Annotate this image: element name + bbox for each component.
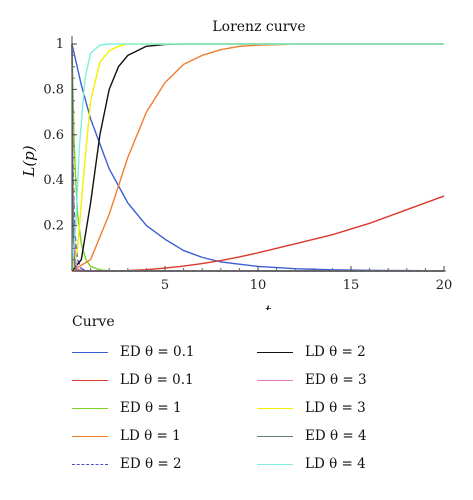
y-tick-label: 1: [56, 37, 64, 52]
x-tick-label: 5: [161, 278, 169, 293]
series-line-2: [72, 195, 445, 272]
legend-item: ED θ = 2: [72, 453, 182, 475]
legend-item: LD θ = 1: [72, 425, 181, 447]
legend-swatch: [72, 463, 108, 465]
legend-swatch: [72, 435, 108, 437]
series-line-10: [71, 43, 444, 272]
legend-item: LD θ = 4: [257, 453, 366, 475]
legend-label: LD θ = 1: [120, 428, 181, 444]
x-tick-label: 15: [343, 278, 360, 293]
series-layer: [71, 43, 445, 272]
legend-swatch: [257, 351, 293, 353]
x-tick-label: 10: [250, 278, 267, 293]
series-line-1: [71, 43, 445, 272]
y-tick-label: 0.6: [43, 128, 64, 143]
legend-item: ED θ = 3: [257, 369, 367, 391]
chart-title: Lorenz curve: [212, 19, 305, 35]
legend-swatch: [72, 407, 108, 409]
legend-item: LD θ = 2: [257, 341, 366, 363]
legend-label: LD θ = 3: [305, 400, 366, 416]
legend-item: ED θ = 0.1: [72, 341, 194, 363]
legend-label: LD θ = 4: [305, 456, 366, 472]
legend-title: Curve: [72, 314, 115, 330]
legend-item: LD θ = 0.1: [72, 369, 194, 391]
y-tick-label: 0.4: [43, 173, 64, 188]
x-axis-label: t: [265, 302, 272, 310]
legend-item: LD θ = 3: [257, 397, 366, 419]
legend-item: ED θ = 1: [72, 397, 182, 419]
legend-swatch: [72, 379, 108, 381]
chart-plot: Lorenz curve L(p) t 5 10 15 20 0.2 0.4 0.6 0.8 1: [20, 19, 452, 310]
legend-label: ED θ = 2: [120, 456, 182, 472]
legend-label: LD θ = 0.1: [120, 372, 194, 388]
tick-layer: 5 10 15 20 0.2 0.4 0.6 0.8 1: [43, 37, 452, 293]
series-line-4: [71, 43, 444, 272]
legend-label: ED θ = 3: [305, 372, 367, 388]
legend-swatch: [257, 379, 293, 381]
legend-label: ED θ = 1: [120, 400, 182, 416]
legend-swatch: [257, 407, 293, 409]
legend-swatch: [257, 435, 293, 437]
legend-swatch: [72, 351, 108, 353]
legend-item: ED θ = 4: [257, 425, 367, 447]
y-tick-label: 0.8: [43, 82, 64, 97]
y-axis-label: L(p): [20, 145, 38, 177]
legend-swatch: [257, 463, 293, 465]
x-tick-label: 20: [436, 278, 453, 293]
legend-label: ED θ = 4: [305, 428, 367, 444]
y-tick-label: 0.2: [43, 219, 64, 234]
legend-label: LD θ = 2: [305, 344, 366, 360]
legend-label: ED θ = 0.1: [120, 344, 195, 360]
